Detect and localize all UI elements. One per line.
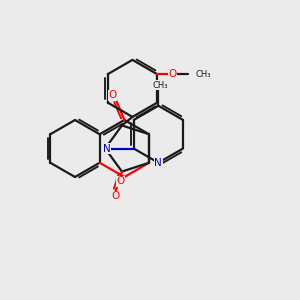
Text: CH₃: CH₃ (195, 70, 211, 79)
Text: O: O (111, 191, 119, 201)
Text: O: O (117, 176, 125, 187)
Text: N: N (154, 158, 162, 168)
Text: O: O (169, 69, 177, 79)
Text: O: O (108, 90, 116, 100)
Text: N: N (103, 143, 111, 154)
Text: CH₃: CH₃ (152, 81, 168, 90)
